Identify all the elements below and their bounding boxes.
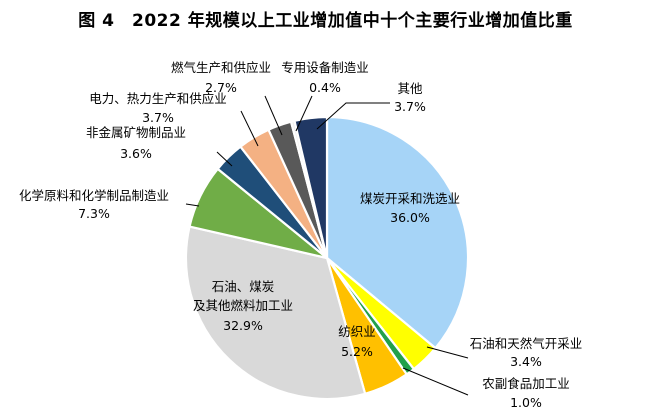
pie-slice <box>293 115 329 260</box>
slice-value-label: 2.7% <box>205 80 237 95</box>
slice-name-label: 非金属矿物制品业 <box>86 125 186 140</box>
slice-value-label: 3.4% <box>510 354 542 369</box>
slice-name-label: 石油和天然气开采业 <box>470 336 583 351</box>
slice-name-label: 农副食品加工业 <box>482 376 570 391</box>
leader-line <box>295 95 313 132</box>
slice-value-label: 36.0% <box>390 210 430 225</box>
leader-line <box>426 346 469 359</box>
slice-name-label: 电力、热力生产和供应业 <box>89 91 227 106</box>
slice-value-label: 1.0% <box>510 395 542 410</box>
slice-name-label: 燃气生产和供应业 <box>171 60 271 75</box>
slice-name-label: 专用设备制造业 <box>281 60 369 75</box>
chart-title: 图 4 2022 年规模以上工业增加值中十个主要行业增加值比重 <box>78 11 573 31</box>
slice-value-label: 0.4% <box>309 80 341 95</box>
slice-name-label: 煤炭开采和洗选业 <box>360 191 460 206</box>
slice-value-label: 3.7% <box>394 99 426 114</box>
slice-value-label: 3.6% <box>120 146 152 161</box>
pie-slice <box>325 115 470 350</box>
slice-name-label: 及其他燃料加工业 <box>193 298 293 313</box>
slice-labels: 煤炭开采和洗选业 36.0% 石油和天然气开采业 3.4% 农副食品加工业 1.0% 纺织业… <box>19 60 582 410</box>
slice-name-label: 纺织业 <box>338 324 376 339</box>
leader-line <box>185 203 200 207</box>
slice-value-label: 5.2% <box>341 344 373 359</box>
leader-line <box>240 110 259 147</box>
leader-line <box>216 151 233 167</box>
slice-name-label: 化学原料和化学制品制造业 <box>19 188 169 203</box>
leader-line <box>402 367 469 396</box>
slice-name-label: 其他 <box>397 81 423 96</box>
pie-slice <box>184 225 367 401</box>
slice-name-label: 石油、煤炭 <box>212 279 275 294</box>
slice-value-label: 32.9% <box>223 318 263 333</box>
slice-value-label: 7.3% <box>78 206 110 221</box>
slice-value-label: 3.7% <box>142 110 174 125</box>
leader-line <box>316 102 390 130</box>
leader-lines <box>185 95 469 396</box>
pie-slices <box>184 115 470 401</box>
leader-line <box>264 95 283 136</box>
